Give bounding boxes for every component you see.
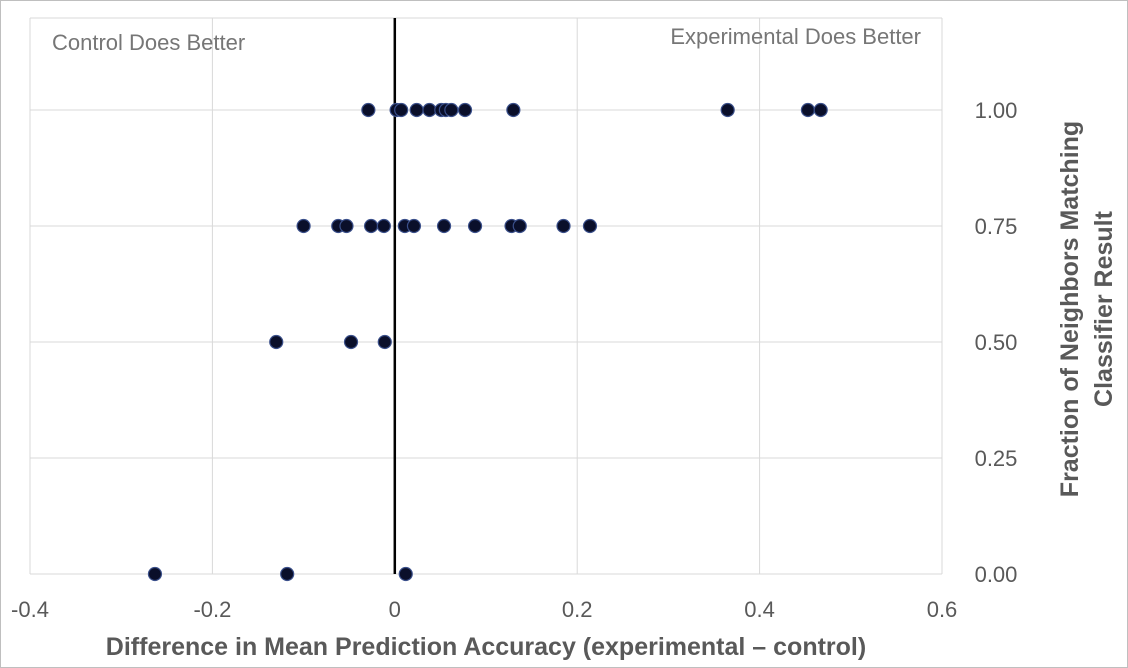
data-point (720, 102, 735, 118)
x-axis-title: Difference in Mean Prediction Accuracy (… (106, 633, 866, 661)
x-tick-label: 0 (389, 597, 401, 622)
data-point (398, 566, 413, 582)
x-tick-label: 0.6 (927, 597, 958, 622)
data-point (512, 218, 527, 234)
y-axis-title-line-1: Fraction of Neighbors Matching (1056, 121, 1084, 497)
data-point (436, 218, 452, 234)
data-point (376, 218, 391, 234)
data-point (394, 102, 409, 118)
data-points (147, 102, 828, 582)
y-axis-title-line-2: Classifier Result (1090, 210, 1118, 407)
y-tick-label: 0.50 (975, 330, 1018, 355)
y-tick-labels: 0.00 0.25 0.50 0.75 1.00 (975, 98, 1018, 587)
data-point (582, 218, 598, 234)
data-point (457, 102, 473, 118)
data-point (339, 218, 354, 234)
y-tick-label: 0.00 (975, 562, 1018, 587)
y-axis-title: Fraction of Neighbors Matching Classifie… (1056, 121, 1118, 497)
data-point (800, 102, 816, 118)
y-tick-label: 0.75 (975, 214, 1018, 239)
data-point (444, 102, 459, 118)
data-point (406, 218, 422, 234)
annotation-control: Control Does Better (52, 30, 245, 55)
data-point (409, 102, 424, 118)
data-point (361, 102, 376, 118)
data-point (363, 218, 379, 234)
data-point (269, 334, 284, 350)
x-tick-label: 0.4 (744, 597, 775, 622)
x-tick-label: 0.2 (562, 597, 593, 622)
data-point (343, 334, 359, 350)
data-point (813, 102, 828, 118)
data-point (556, 218, 571, 234)
data-point (422, 102, 437, 118)
y-tick-label: 1.00 (975, 98, 1018, 123)
x-tick-labels: -0.4 -0.2 0 0.2 0.4 0.6 (11, 597, 957, 622)
x-tick-label: -0.4 (11, 597, 49, 622)
data-point (280, 566, 295, 582)
x-tick-label: -0.2 (193, 597, 231, 622)
annotation-experimental: Experimental Does Better (670, 24, 921, 49)
data-point (147, 566, 163, 582)
data-point (377, 334, 392, 350)
data-point (506, 102, 521, 118)
y-tick-label: 0.25 (975, 446, 1018, 471)
data-point (467, 218, 483, 234)
data-point (296, 218, 311, 234)
